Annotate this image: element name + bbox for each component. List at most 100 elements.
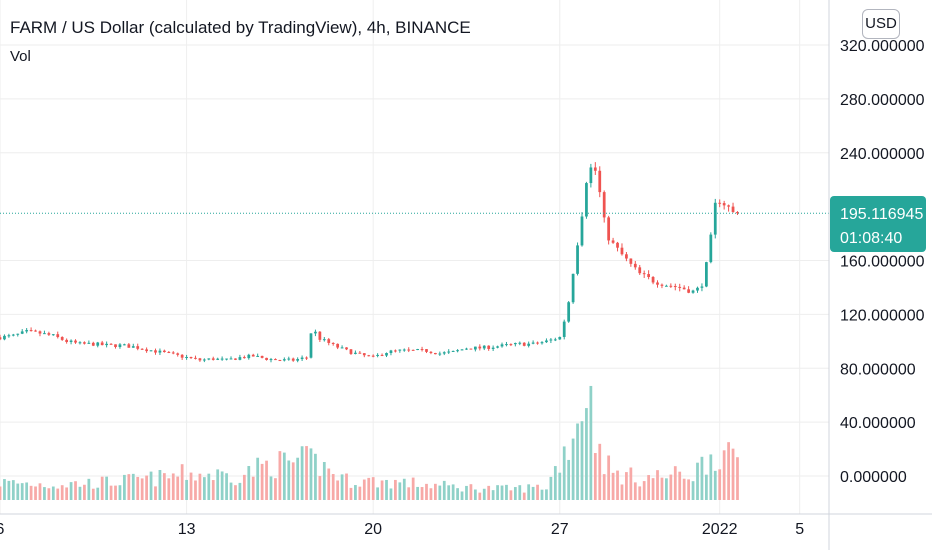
volume-indicator-label[interactable]: Vol [10, 48, 31, 65]
candle-body [545, 340, 548, 343]
volume-bar [163, 473, 166, 500]
volume-bar [536, 484, 539, 500]
candle-body [647, 274, 651, 278]
volume-bar [154, 486, 157, 500]
candle [16, 333, 20, 337]
volume-bar [669, 474, 673, 500]
candle [691, 289, 695, 294]
volume-bar [731, 448, 735, 500]
candle [25, 328, 29, 334]
candle [336, 343, 340, 350]
candle-body [65, 339, 69, 342]
candle-body [300, 357, 304, 360]
candle-body [527, 343, 531, 346]
volume-bar [718, 469, 722, 500]
candle [305, 356, 308, 360]
candle [496, 345, 499, 349]
candle [29, 327, 33, 332]
volume-bar [11, 480, 15, 500]
currency-button[interactable]: USD [862, 9, 900, 39]
candle [553, 337, 557, 342]
candle-body [442, 352, 446, 354]
candle [91, 341, 95, 347]
candle [87, 340, 91, 344]
last-price-label: 195.116945 01:08:40 [830, 196, 926, 252]
last-price-label-bg [830, 196, 926, 252]
candle [420, 346, 424, 352]
candle-body [620, 247, 624, 255]
volume-bar [438, 485, 442, 500]
volume-bar [109, 485, 113, 500]
candle [438, 351, 442, 356]
volume-bar [127, 474, 131, 500]
candle [127, 343, 131, 348]
candle-body [625, 254, 628, 259]
volume-bar [291, 462, 295, 500]
candles [0, 162, 739, 363]
candle-body [376, 354, 380, 356]
candle-body [60, 337, 64, 340]
candle [469, 348, 473, 350]
price-axis[interactable]: 320.000000 280.000000 240.000000 160.000000… [840, 38, 925, 486]
volume-bar [220, 471, 224, 500]
candle-body [43, 333, 46, 335]
volume-bar [145, 475, 148, 500]
candle-body [358, 352, 362, 354]
candle [722, 200, 726, 210]
candle [545, 338, 548, 343]
candle-body [451, 350, 455, 352]
volume-bar [465, 485, 468, 500]
candle-body [522, 342, 526, 346]
time-tick-label: 20 [364, 521, 382, 538]
time-axis[interactable]: 6 13 20 27 2022 5 [0, 521, 804, 538]
volume-bar [65, 487, 69, 500]
candle-body [540, 342, 544, 344]
candle-body [238, 357, 242, 360]
volume-bar [189, 472, 193, 500]
volume-bar [705, 474, 708, 500]
candle-body [145, 349, 148, 352]
volume-bar [322, 462, 326, 500]
candle-body [416, 349, 419, 351]
volume-bar [242, 474, 246, 500]
candle [651, 276, 655, 285]
volume-bar [225, 473, 228, 500]
volume-bar [38, 483, 42, 500]
candle [136, 343, 140, 351]
volume-bar [660, 477, 664, 500]
volume-bar [216, 469, 220, 500]
volume-bar [651, 478, 655, 500]
candle [571, 273, 575, 304]
candle [429, 351, 433, 355]
volume-bar [234, 485, 237, 500]
volume-bar [598, 443, 602, 500]
volume-bar [211, 480, 215, 500]
volume-bar [398, 482, 402, 500]
candle-body [465, 348, 468, 350]
candle-body [163, 350, 166, 353]
candle [598, 166, 602, 198]
candle-body [460, 349, 464, 351]
volume-bar [580, 421, 584, 500]
volume-bar [331, 474, 335, 500]
time-tick-label: 2022 [702, 521, 738, 538]
volume-bar [607, 455, 611, 500]
candle [318, 331, 322, 343]
candle [238, 354, 242, 361]
candle [536, 341, 539, 345]
candle-body [371, 355, 375, 357]
candle [47, 331, 51, 336]
candle [78, 341, 82, 345]
candle [558, 336, 562, 340]
candle [198, 357, 202, 362]
candle [43, 330, 46, 335]
volume-bar [278, 451, 282, 500]
volume-bar [593, 453, 597, 500]
candle [620, 243, 624, 256]
volume-bar [140, 478, 144, 500]
volume-bar [20, 483, 24, 500]
candle-body [234, 358, 237, 360]
candle [513, 342, 517, 347]
